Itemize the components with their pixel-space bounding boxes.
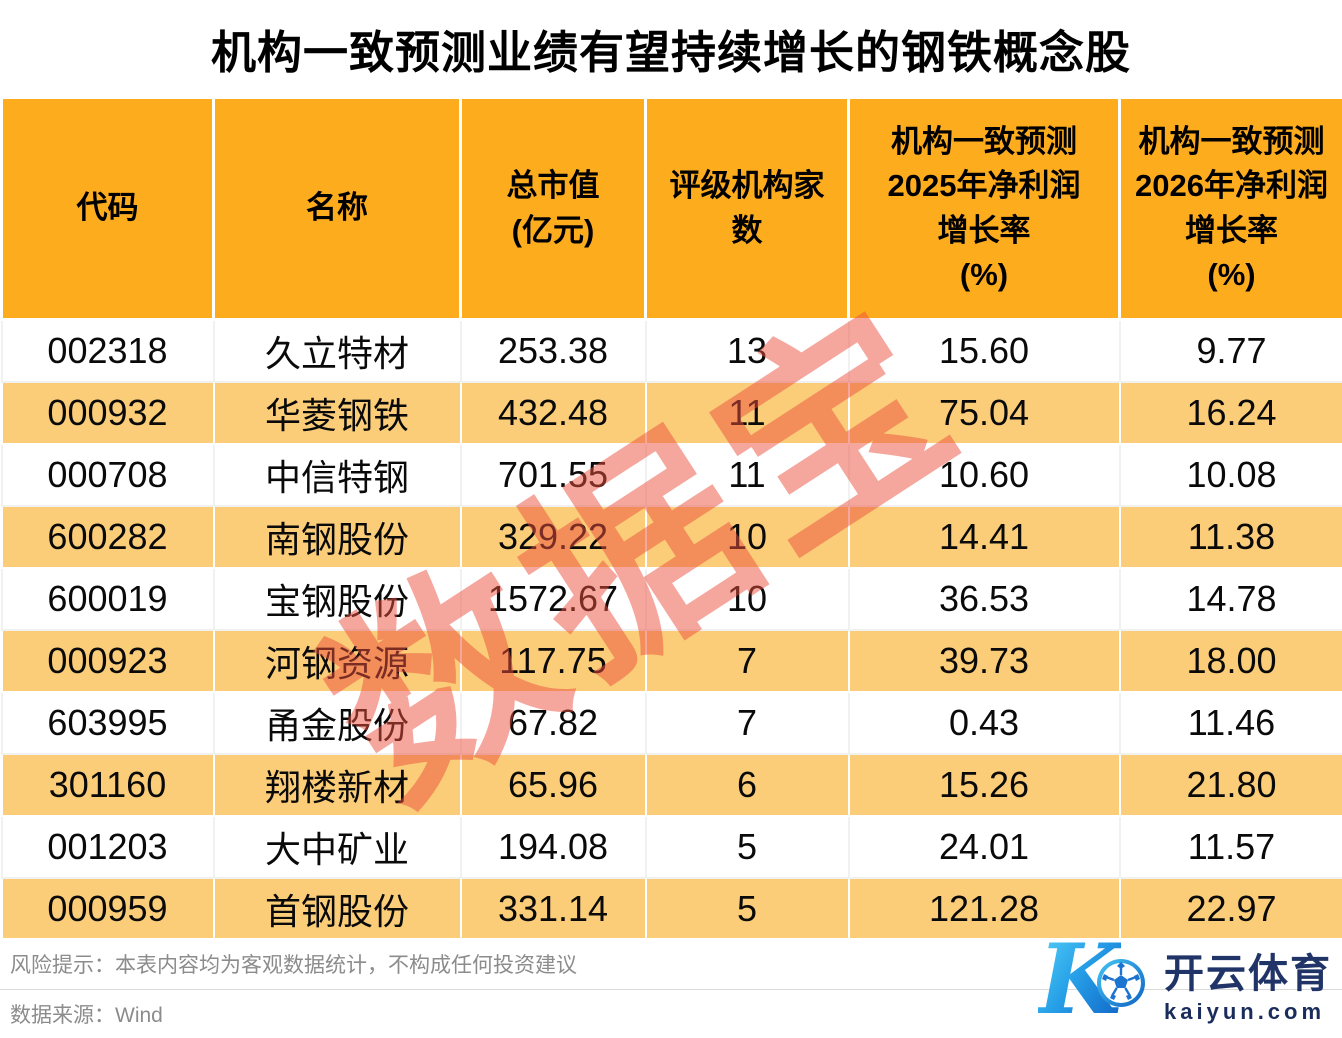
cell-name: 大中矿业 <box>212 814 462 879</box>
cell-name: 中信特钢 <box>212 442 462 507</box>
table-row: 000959 首钢股份 331.14 5 121.28 22.97 <box>0 876 1342 941</box>
stock-forecast-table: 代码 名称 总市值 (亿元) 评级机构家 数 机构一致预测 2025年净利润 增… <box>0 96 1342 941</box>
cell-growth-2025: 75.04 <box>847 380 1121 445</box>
cell-code: 002318 <box>0 318 215 383</box>
kaiyun-brand-name: 开云体育 <box>1164 951 1332 996</box>
cell-growth-2026: 9.77 <box>1118 318 1342 383</box>
table-header: 代码 名称 总市值 (亿元) 评级机构家 数 机构一致预测 2025年净利润 增… <box>0 96 1342 321</box>
cell-growth-2025: 10.60 <box>847 442 1121 507</box>
kaiyun-k-icon: K <box>1038 932 1154 1036</box>
cell-num-raters: 5 <box>644 876 850 941</box>
cell-growth-2026: 22.97 <box>1118 876 1342 941</box>
cell-market-cap: 117.75 <box>459 628 647 693</box>
kaiyun-domain: kaiyun.com <box>1164 998 1326 1024</box>
cell-market-cap: 67.82 <box>459 690 647 755</box>
col-header-code: 代码 <box>0 96 215 321</box>
cell-growth-2026: 14.78 <box>1118 566 1342 631</box>
cell-name: 河钢资源 <box>212 628 462 693</box>
col-header-name: 名称 <box>212 96 462 321</box>
kaiyun-logo: K <box>1038 932 1332 1036</box>
table-row: 600282 南钢股份 329.22 10 14.41 11.38 <box>0 504 1342 569</box>
col-header-market-cap: 总市值 (亿元) <box>459 96 647 321</box>
cell-growth-2025: 15.60 <box>847 318 1121 383</box>
cell-growth-2026: 11.38 <box>1118 504 1342 569</box>
table-row: 000708 中信特钢 701.55 11 10.60 10.08 <box>0 442 1342 507</box>
cell-num-raters: 11 <box>644 380 850 445</box>
col-header-growth-2025: 机构一致预测 2025年净利润 增长率 (%) <box>847 96 1121 321</box>
cell-growth-2025: 14.41 <box>847 504 1121 569</box>
cell-num-raters: 13 <box>644 318 850 383</box>
cell-code: 000932 <box>0 380 215 445</box>
cell-name: 华菱钢铁 <box>212 380 462 445</box>
table-row: 603995 甬金股份 67.82 7 0.43 11.46 <box>0 690 1342 755</box>
data-source: 数据来源：Wind <box>10 1003 163 1027</box>
cell-growth-2025: 39.73 <box>847 628 1121 693</box>
cell-num-raters: 5 <box>644 814 850 879</box>
cell-name: 甬金股份 <box>212 690 462 755</box>
cell-growth-2025: 15.26 <box>847 752 1121 817</box>
cell-market-cap: 432.48 <box>459 380 647 445</box>
cell-market-cap: 65.96 <box>459 752 647 817</box>
cell-code: 000923 <box>0 628 215 693</box>
soccer-ball-icon <box>1096 958 1146 1013</box>
cell-code: 000708 <box>0 442 215 507</box>
cell-name: 翔楼新材 <box>212 752 462 817</box>
cell-growth-2025: 36.53 <box>847 566 1121 631</box>
cell-market-cap: 1572.67 <box>459 566 647 631</box>
table-row: 600019 宝钢股份 1572.67 10 36.53 14.78 <box>0 566 1342 631</box>
table-row: 000923 河钢资源 117.75 7 39.73 18.00 <box>0 628 1342 693</box>
risk-disclaimer: 风险提示：本表内容均为客观数据统计，不构成任何投资建议 <box>0 938 1342 990</box>
kaiyun-logo-text: 开云体育 kaiyun.com <box>1164 952 1332 1025</box>
table-row: 301160 翔楼新材 65.96 6 15.26 21.80 <box>0 752 1342 817</box>
cell-market-cap: 701.55 <box>459 442 647 507</box>
cell-growth-2026: 21.80 <box>1118 752 1342 817</box>
cell-code: 603995 <box>0 690 215 755</box>
cell-code: 000959 <box>0 876 215 941</box>
table-row: 002318 久立特材 253.38 13 15.60 9.77 <box>0 318 1342 383</box>
cell-market-cap: 331.14 <box>459 876 647 941</box>
cell-code: 600282 <box>0 504 215 569</box>
cell-growth-2025: 24.01 <box>847 814 1121 879</box>
table-row: 000932 华菱钢铁 432.48 11 75.04 16.24 <box>0 380 1342 445</box>
cell-code: 600019 <box>0 566 215 631</box>
table-row: 001203 大中矿业 194.08 5 24.01 11.57 <box>0 814 1342 879</box>
cell-num-raters: 7 <box>644 628 850 693</box>
cell-growth-2026: 11.46 <box>1118 690 1342 755</box>
cell-name: 首钢股份 <box>212 876 462 941</box>
page-title: 机构一致预测业绩有望持续增长的钢铁概念股 <box>210 26 1131 78</box>
cell-growth-2025: 0.43 <box>847 690 1121 755</box>
col-header-num-raters: 评级机构家 数 <box>644 96 850 321</box>
cell-num-raters: 6 <box>644 752 850 817</box>
title-bar: 机构一致预测业绩有望持续增长的钢铁概念股 <box>0 0 1342 96</box>
cell-market-cap: 253.38 <box>459 318 647 383</box>
cell-num-raters: 11 <box>644 442 850 507</box>
cell-name: 久立特材 <box>212 318 462 383</box>
cell-num-raters: 7 <box>644 690 850 755</box>
cell-market-cap: 194.08 <box>459 814 647 879</box>
cell-num-raters: 10 <box>644 504 850 569</box>
col-header-growth-2026: 机构一致预测 2026年净利润 增长率 (%) <box>1118 96 1342 321</box>
cell-code: 001203 <box>0 814 215 879</box>
cell-growth-2026: 11.57 <box>1118 814 1342 879</box>
cell-growth-2026: 10.08 <box>1118 442 1342 507</box>
cell-growth-2026: 18.00 <box>1118 628 1342 693</box>
cell-name: 宝钢股份 <box>212 566 462 631</box>
cell-growth-2025: 121.28 <box>847 876 1121 941</box>
cell-num-raters: 10 <box>644 566 850 631</box>
cell-name: 南钢股份 <box>212 504 462 569</box>
cell-growth-2026: 16.24 <box>1118 380 1342 445</box>
cell-code: 301160 <box>0 752 215 817</box>
cell-market-cap: 329.22 <box>459 504 647 569</box>
table-body: 002318 久立特材 253.38 13 15.60 9.77 000932 … <box>0 318 1342 941</box>
